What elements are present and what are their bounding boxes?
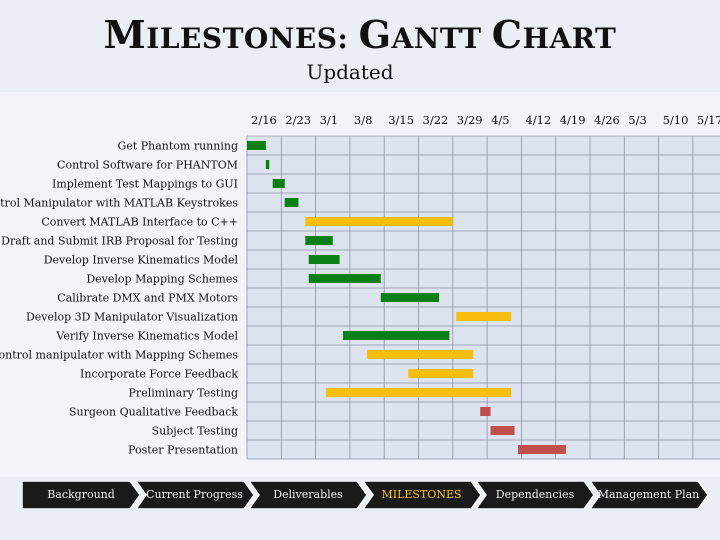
task-label: Calibrate DMX and PMX Motors [57, 292, 238, 305]
task-bar [265, 160, 270, 169]
date-tick-label: 3/15 [388, 113, 414, 127]
date-tick-label: 5/17 [697, 113, 720, 127]
task-label: Develop Inverse Kinematics Model [44, 254, 239, 267]
nav-button-label: MILESTONES [381, 488, 462, 501]
task-bar [456, 312, 512, 321]
nav-button-label: Deliverables [273, 488, 343, 501]
nav-button-label: Management Plan [597, 488, 700, 501]
task-label: Incorporate Force Feedback [80, 368, 238, 381]
task-bar [284, 198, 299, 207]
task-bar [343, 331, 450, 340]
task-label: Verify Inverse Kinematics Model [55, 330, 238, 343]
chevron-shape [249, 481, 367, 509]
navigation-bar: Background Current Progress Deliverables MI… [22, 481, 708, 509]
task-bar [517, 445, 566, 454]
nav-button-background[interactable]: Background [22, 481, 140, 509]
chevron-shape [589, 481, 708, 509]
date-tick-label: 3/29 [457, 113, 483, 127]
nav-button-milestones[interactable]: MILESTONES [362, 481, 481, 509]
date-tick-label: 5/3 [628, 113, 647, 127]
date-tick-label: 4/5 [491, 113, 510, 127]
task-label: Implement Test Mappings to GUI [52, 178, 238, 191]
task-bar [308, 274, 381, 283]
task-bar [490, 426, 515, 435]
nav-button-deliverables[interactable]: Deliverables [249, 481, 367, 509]
date-tick-label: 4/26 [594, 113, 620, 127]
nav-button-management-plan[interactable]: Management Plan [589, 481, 708, 509]
task-bar [305, 236, 333, 245]
task-label: Control Manipulator with MATLAB Keystrok… [0, 197, 238, 210]
date-tick-label: 4/19 [560, 113, 586, 127]
task-bar [308, 255, 340, 264]
nav-button-dependencies[interactable]: Dependencies [476, 481, 594, 509]
grid-background [247, 136, 720, 459]
chevron-shape [362, 481, 481, 509]
task-bar [247, 141, 266, 150]
task-label: Get Phantom running [118, 140, 238, 153]
task-bar [367, 350, 474, 359]
task-bar [408, 369, 474, 378]
slide-subtitle: Updated [306, 60, 394, 84]
date-tick-label: 3/22 [423, 113, 449, 127]
date-tick-label: 2/23 [285, 113, 311, 127]
task-label: Convert MATLAB Interface to C++ [41, 216, 238, 229]
task-label: Poster Presentation [128, 444, 238, 457]
nav-button-label: Background [47, 488, 115, 501]
date-tick-label: 2/16 [251, 113, 277, 127]
chevron-shape [476, 481, 594, 509]
task-bar [325, 388, 512, 397]
date-tick-label: 3/8 [354, 113, 373, 127]
nav-button-current-progress[interactable]: Current Progress [135, 481, 254, 509]
nav-button-label: Dependencies [495, 488, 575, 501]
task-bar [380, 293, 440, 302]
task-label: Control manipulator with Mapping Schemes [0, 349, 238, 362]
date-tick-label: 5/10 [663, 113, 689, 127]
chevron-shape [135, 481, 254, 509]
gantt-chart: 2/16 2/23 3/1 3/8 3/15 3/22 3/29 4/5 4/12 4/19 4/2… [0, 113, 720, 460]
task-label: Develop Mapping Schemes [86, 273, 238, 286]
task-label: Develop 3D Manipulator Visualization [26, 311, 238, 324]
nav-button-label: Current Progress [146, 488, 243, 501]
task-label: Surgeon Qualitative Feedback [69, 406, 238, 419]
date-tick-label: 3/1 [320, 113, 339, 127]
task-label: Subject Testing [152, 425, 238, 438]
task-bar [305, 217, 453, 226]
task-label: Preliminary Testing [129, 387, 238, 400]
task-bar [272, 179, 285, 188]
task-bar [480, 407, 491, 416]
slide-title: MILESTONES: GANTT CHART [103, 12, 617, 57]
task-label: Draft and Submit IRB Proposal for Testin… [1, 235, 238, 248]
task-label: Control Software for PHANTOM [57, 159, 238, 172]
chevron-shape [22, 481, 140, 509]
date-tick-label: 4/12 [525, 113, 551, 127]
